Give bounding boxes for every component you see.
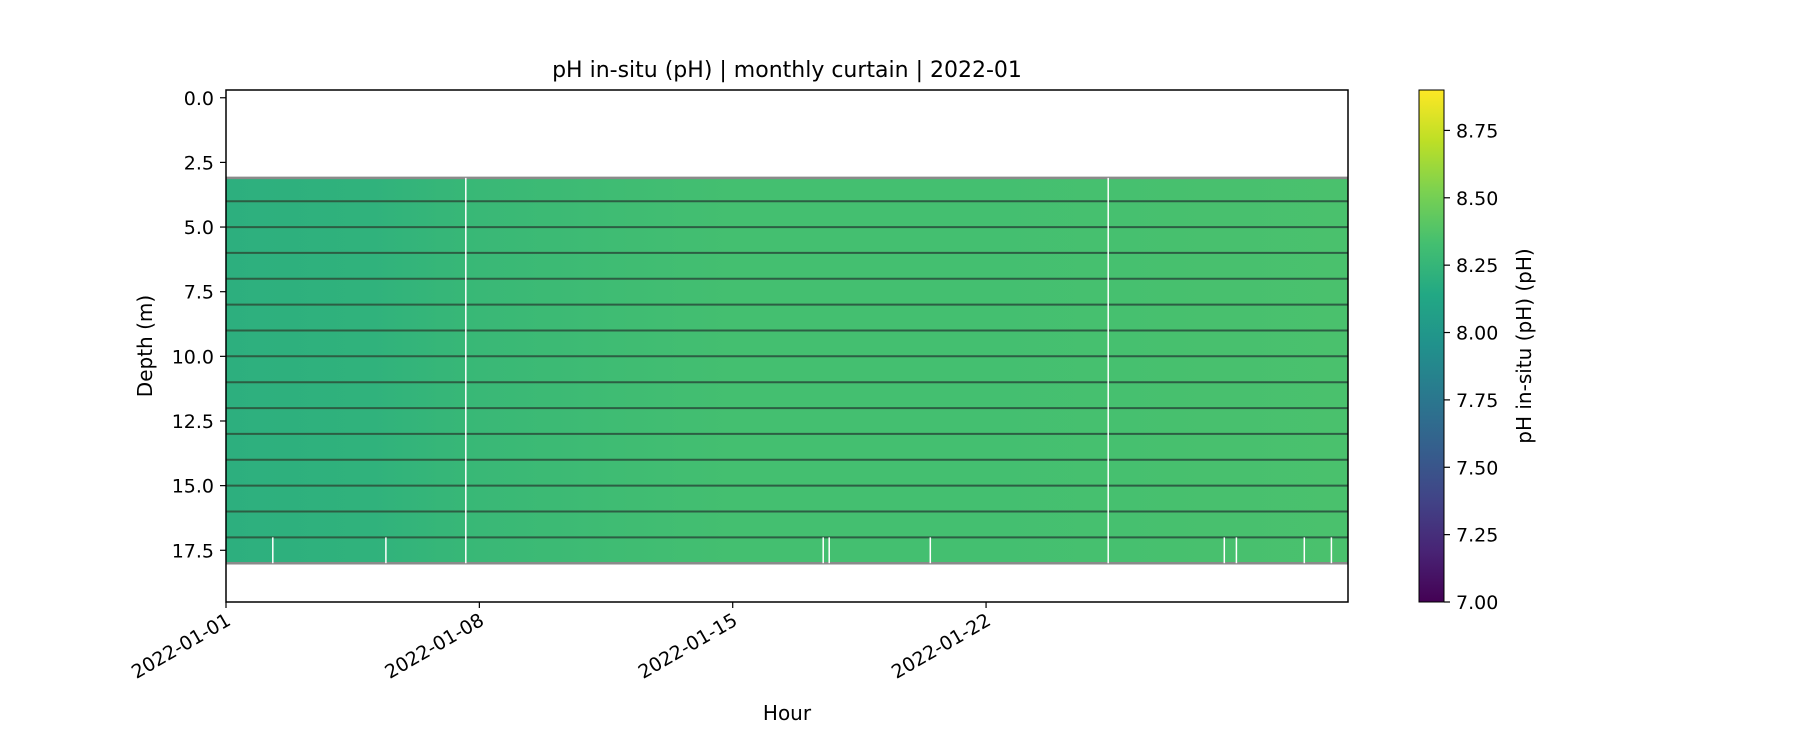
colorbar: 7.00 7.25 7.50 7.75 8.00 8.25 8.50 8.75 pH in-s… xyxy=(1418,89,1536,614)
chart-title: pH in-situ (pH) | monthly curtain | 2022… xyxy=(552,58,1022,83)
y-tick-label: 17.5 xyxy=(172,540,214,562)
plot-frame xyxy=(225,89,1349,603)
x-tick-label: 2022-01-22 xyxy=(888,609,995,683)
y-axis-label: Depth (m) xyxy=(133,295,157,397)
plot-area xyxy=(225,89,1349,603)
x-axis: 2022-01-01 2022-01-08 2022-01-15 2022-01-22 xyxy=(128,602,995,684)
x-tick-label: 2022-01-08 xyxy=(381,609,488,683)
y-tick-label: 15.0 xyxy=(172,476,214,498)
ph-curtain-field xyxy=(226,177,1348,564)
y-axis: 0.0 2.5 5.0 7.5 10.0 12.5 15.0 17.5 xyxy=(172,88,226,562)
y-tick-label: 2.5 xyxy=(184,152,214,174)
colorbar-tick-label: 8.25 xyxy=(1456,255,1498,277)
y-tick-label: 7.5 xyxy=(184,282,214,304)
colorbar-tick-label: 8.75 xyxy=(1456,120,1498,142)
colorbar-tick-label: 8.00 xyxy=(1456,323,1498,345)
y-tick-label: 10.0 xyxy=(172,346,214,368)
colorbar-label: pH in-situ (pH) (pH) xyxy=(1512,248,1536,443)
data-gaps xyxy=(272,177,1333,564)
y-tick-label: 12.5 xyxy=(172,411,214,433)
x-tick-label: 2022-01-15 xyxy=(635,609,742,683)
colorbar-tick-label: 7.25 xyxy=(1456,525,1498,547)
colorbar-tick-label: 7.50 xyxy=(1456,457,1498,479)
sensor-depth-lines xyxy=(226,176,1348,565)
colorbar-tick-label: 8.50 xyxy=(1456,188,1498,210)
y-tick-label: 5.0 xyxy=(184,217,214,239)
colorbar-tick-label: 7.75 xyxy=(1456,390,1498,412)
colorbar-tick-label: 7.00 xyxy=(1456,592,1498,614)
x-tick-label: 2022-01-01 xyxy=(128,609,235,683)
colorbar-gradient xyxy=(1418,89,1445,603)
y-tick-label: 0.0 xyxy=(184,88,214,110)
colorbar-ticks: 7.00 7.25 7.50 7.75 8.00 8.25 8.50 8.75 xyxy=(1444,120,1498,614)
x-axis-label: Hour xyxy=(763,701,812,725)
